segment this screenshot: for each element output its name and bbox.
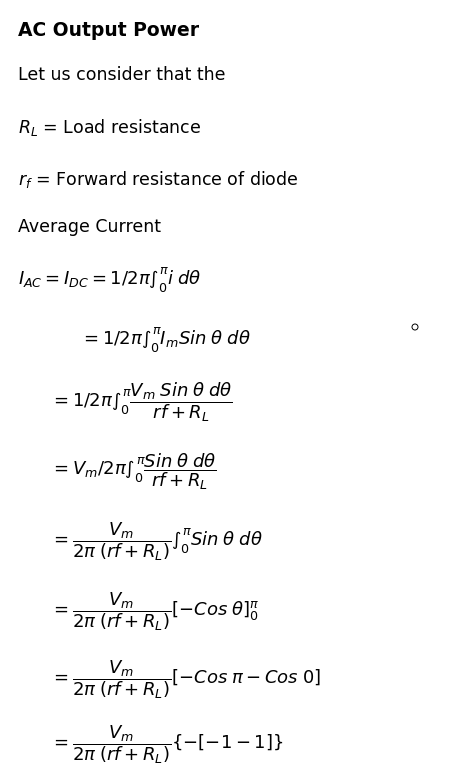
Text: $= 1/2\pi \int_0^{\pi} I_m Sin\;\theta\; d\theta$: $= 1/2\pi \int_0^{\pi} I_m Sin\;\theta\;…	[80, 326, 251, 354]
Text: $R_L$ = Load resistance: $R_L$ = Load resistance	[18, 116, 201, 138]
Text: Average Current: Average Current	[18, 218, 161, 236]
Text: $= 1/2\pi \int_0^{\pi} \dfrac{V_m\; Sin\;\theta\; d\theta}{rf + R_L}$: $= 1/2\pi \int_0^{\pi} \dfrac{V_m\; Sin\…	[50, 380, 233, 424]
Text: $= \dfrac{V_m}{2\pi\;(rf + R_L)} \int_0^{\pi} Sin\;\theta\; d\theta$: $= \dfrac{V_m}{2\pi\;(rf + R_L)} \int_0^…	[50, 521, 263, 564]
Text: $= \dfrac{V_m}{2\pi\;(rf + R_L)} \{-[-1-1]\}$: $= \dfrac{V_m}{2\pi\;(rf + R_L)} \{-[-1-…	[50, 724, 283, 766]
Text: Let us consider that the: Let us consider that the	[18, 66, 226, 84]
Text: $I_{AC} = I_{DC} = 1/2\pi \int_0^{\pi} i\; d\theta$: $I_{AC} = I_{DC} = 1/2\pi \int_0^{\pi} i…	[18, 266, 201, 294]
Text: $= \dfrac{V_m}{2\pi\;(rf + R_L)} [-Cos\;\pi - Cos\;0]$: $= \dfrac{V_m}{2\pi\;(rf + R_L)} [-Cos\;…	[50, 658, 321, 701]
Text: AC Output Power: AC Output Power	[18, 21, 199, 39]
Text: $r_f$ = Forward resistance of diode: $r_f$ = Forward resistance of diode	[18, 169, 298, 189]
Text: $= V_m/2\pi \int_0^{\pi} \dfrac{Sin\;\theta\; d\theta}{rf + R_L}$: $= V_m/2\pi \int_0^{\pi} \dfrac{Sin\;\th…	[50, 452, 217, 492]
Text: $= \dfrac{V_m}{2\pi\;(rf + R_L)} [-Cos\;\theta]_0^{\pi}$: $= \dfrac{V_m}{2\pi\;(rf + R_L)} [-Cos\;…	[50, 591, 259, 633]
